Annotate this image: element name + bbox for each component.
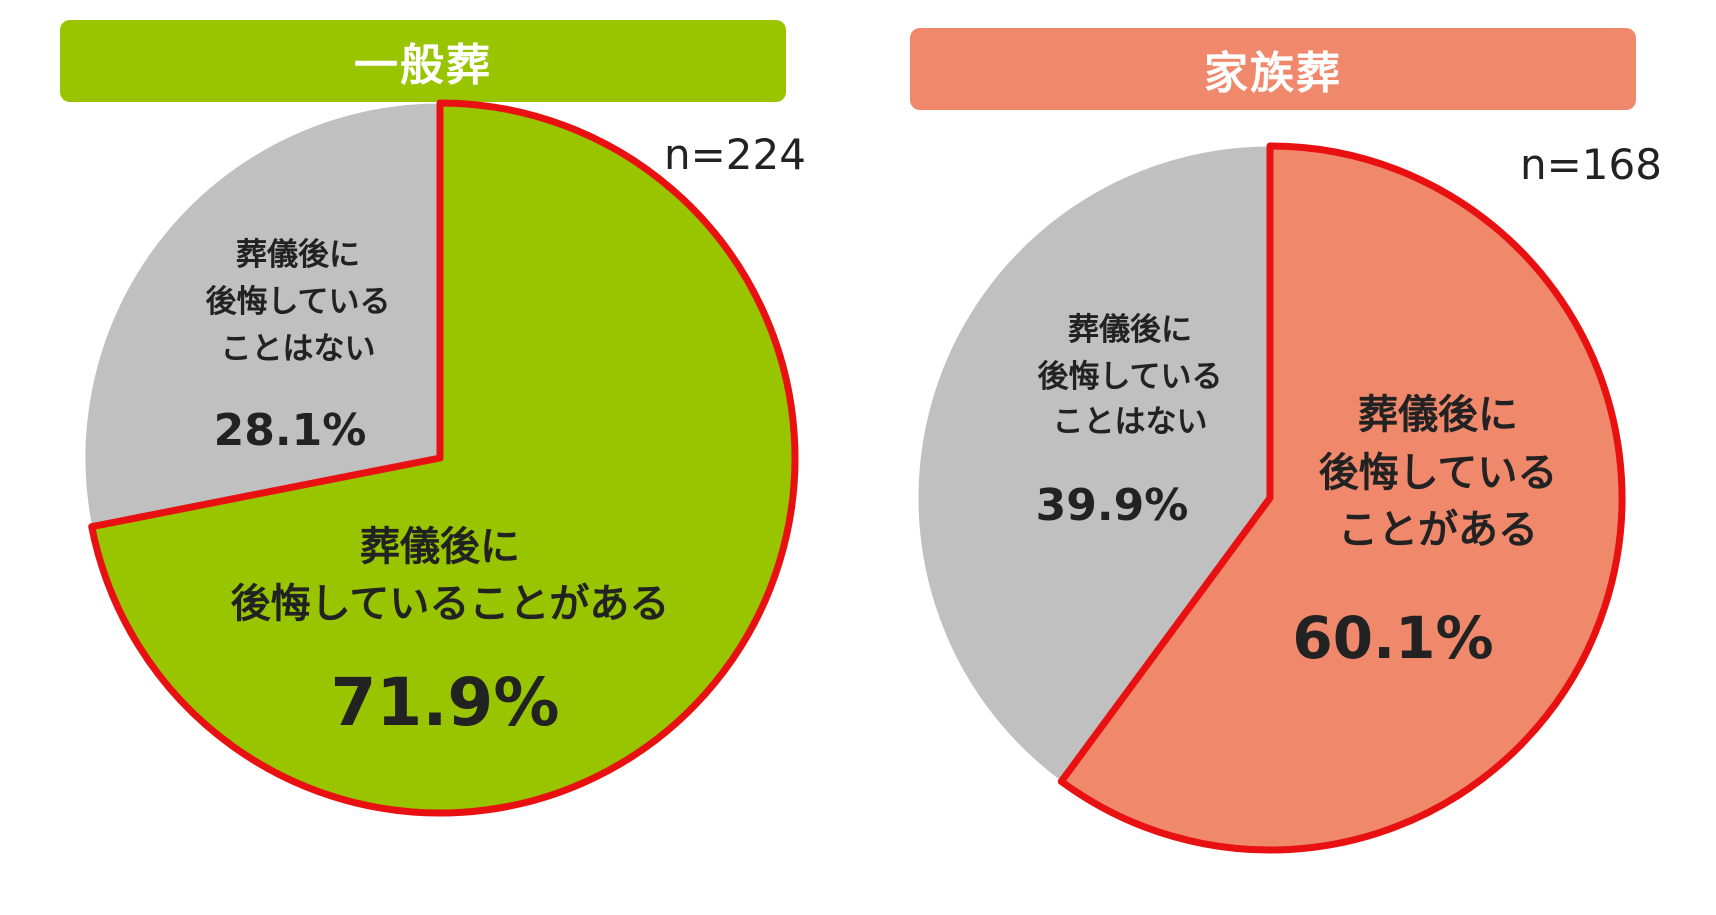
slice-value-label: 60.1%	[1292, 604, 1493, 672]
slice-category-label: ことはない	[1053, 404, 1208, 440]
family-funeral-sample-size: n=168	[1520, 140, 1662, 189]
slice-value-label: 28.1%	[214, 405, 367, 456]
pie-slice-no-regret	[84, 102, 441, 528]
slice-category-label: 葬儀後に	[360, 524, 520, 570]
slice-value-label: 71.9%	[331, 664, 560, 741]
slice-category-label: ことがある	[1338, 507, 1538, 553]
slice-category-label: 葬儀後に	[236, 237, 360, 273]
slice-category-label: 後悔している	[1319, 450, 1558, 496]
slice-category-label: 後悔している	[205, 284, 390, 320]
general-funeral-sample-size: n=224	[664, 130, 806, 179]
pie-slice-regret	[88, 99, 799, 817]
slice-category-label: 後悔していることがある	[231, 581, 670, 627]
pie-slice-regret	[1057, 142, 1626, 854]
slice-category-label: 葬儀後に	[1068, 312, 1192, 348]
general-funeral-header: 一般葬	[60, 20, 786, 102]
slice-category-label: ことはない	[221, 331, 376, 367]
family-funeral-header: 家族葬	[910, 28, 1636, 110]
slice-value-label: 39.9%	[1036, 480, 1189, 531]
slice-category-label: 後悔している	[1037, 359, 1222, 395]
pie-slice-no-regret	[917, 145, 1271, 783]
slice-category-label: 葬儀後に	[1358, 392, 1518, 438]
